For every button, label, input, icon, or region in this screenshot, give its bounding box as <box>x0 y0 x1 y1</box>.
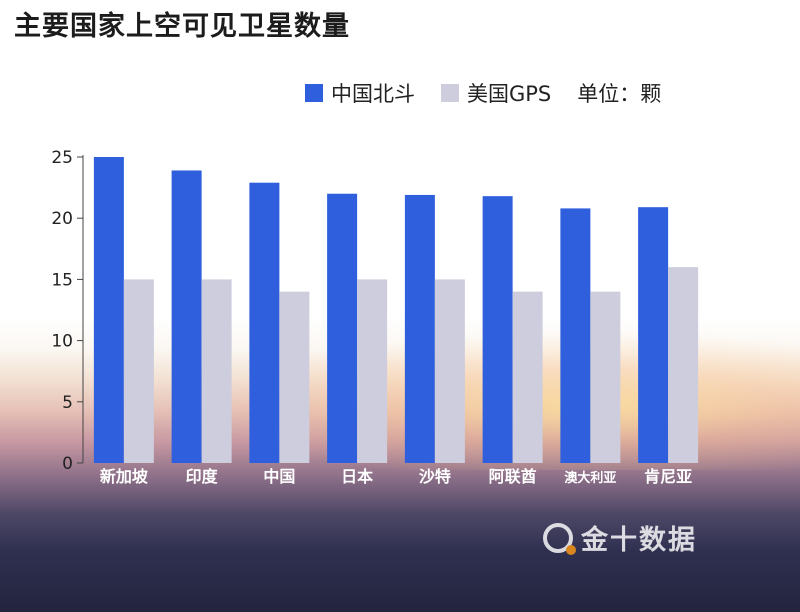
watermark: 金十数据 <box>543 518 697 557</box>
y-tick-label: 25 <box>51 148 73 168</box>
y-tick-label: 0 <box>62 454 73 474</box>
legend-item-beidou: 中国北斗 <box>305 78 415 108</box>
y-tick-label: 20 <box>51 209 73 229</box>
legend-item-gps: 美国GPS <box>441 78 551 108</box>
bar-beidou-3 <box>327 193 358 463</box>
bar-gps-6 <box>590 291 621 463</box>
bar-gps-1 <box>201 279 232 463</box>
legend-swatch-beidou <box>305 84 323 102</box>
watermark-text: 金十数据 <box>581 525 697 556</box>
legend: 中国北斗 美国GPS 单位：颗 <box>305 78 661 108</box>
x-tick-label: 澳大利亚 <box>564 470 616 486</box>
bar-gps-7 <box>668 267 699 463</box>
chart-title: 主要国家上空可见卫星数量 <box>14 11 350 42</box>
legend-unit: 单位：颗 <box>577 82 662 106</box>
legend-swatch-gps <box>441 84 459 102</box>
legend-label-gps: 美国GPS <box>467 82 552 106</box>
y-tick-label: 10 <box>51 332 73 352</box>
bar-beidou-4 <box>404 194 435 463</box>
x-tick-label: 肯尼亚 <box>644 467 692 486</box>
y-tick-label: 15 <box>51 270 73 290</box>
legend-label-beidou: 中国北斗 <box>331 82 415 106</box>
bar-beidou-6 <box>560 208 591 463</box>
bar-gps-3 <box>357 279 388 463</box>
x-tick-label: 日本 <box>341 467 373 486</box>
bar-beidou-2 <box>249 182 280 464</box>
bar-gps-2 <box>279 291 310 463</box>
brand-logo-icon <box>543 522 576 555</box>
bar-beidou-7 <box>638 207 669 463</box>
bar-gps-0 <box>123 279 154 463</box>
bar-gps-4 <box>434 279 465 463</box>
bar-beidou-0 <box>93 157 124 463</box>
x-tick-label: 新加坡 <box>100 467 149 486</box>
x-tick-label: 阿联酋 <box>489 467 537 486</box>
y-tick-label: 5 <box>62 393 73 413</box>
bar-gps-5 <box>512 291 543 463</box>
x-tick-label: 印度 <box>186 467 219 486</box>
bar-beidou-5 <box>482 196 513 463</box>
bar-beidou-1 <box>171 170 202 464</box>
x-tick-label: 中国 <box>263 467 295 486</box>
x-tick-label: 沙特 <box>419 467 451 486</box>
